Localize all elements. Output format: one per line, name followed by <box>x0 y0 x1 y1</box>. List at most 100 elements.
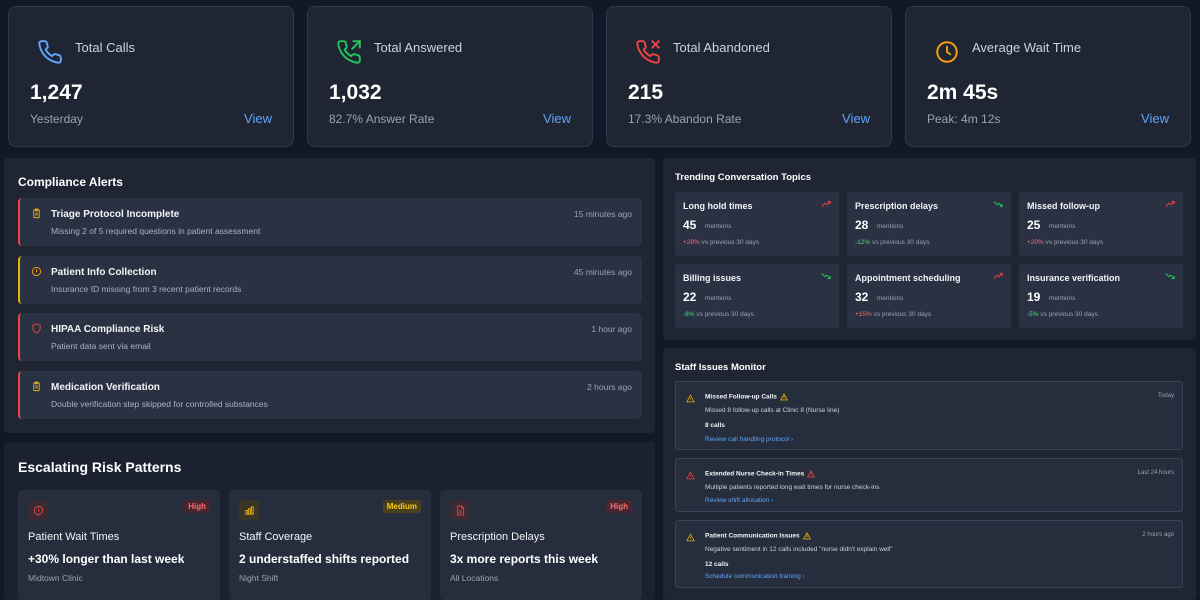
topic-count: 45 <box>683 218 697 232</box>
risk-icon-box <box>28 500 48 520</box>
alert-item[interactable]: HIPAA Compliance Risk Patient data sent … <box>18 313 642 361</box>
topic-card[interactable]: Long hold times 45 mentions +28% vs prev… <box>675 192 839 256</box>
severity-badge: High <box>184 500 210 513</box>
risk-headline: +30% longer than last week <box>28 552 185 566</box>
warning-icon <box>807 470 816 478</box>
topic-card[interactable]: Insurance verification 19 mentions -5% v… <box>1019 264 1183 328</box>
staff-issue-item[interactable]: Patient Communication Issues 2 hours ago… <box>675 520 1183 588</box>
kpi-subtext: 82.7% Answer Rate <box>329 112 435 126</box>
staff-issue-item[interactable]: Missed Follow-up Calls Today Missed 8 fo… <box>675 381 1183 450</box>
topic-name: Insurance verification <box>1027 273 1121 283</box>
risk-location: Midtown Clinic <box>28 573 83 583</box>
risk-icon-box <box>450 500 470 520</box>
alert-item[interactable]: Patient Info Collection Insurance ID mis… <box>18 256 642 304</box>
kpi-value: 1,032 <box>329 81 382 104</box>
topic-name: Billing issues <box>683 273 742 283</box>
topic-name: Long hold times <box>683 201 753 211</box>
clock-icon <box>33 505 43 515</box>
phone-icon <box>38 40 62 64</box>
topic-count: 19 <box>1027 290 1041 304</box>
issue-time: Last 24 hours <box>1137 470 1174 476</box>
clipboard-icon <box>33 208 40 219</box>
vs-label: vs previous 30 days <box>1040 311 1098 318</box>
kpi-subtext: Peak: 4m 12s <box>927 112 1001 126</box>
issue-description: Multiple patients reported long wait tim… <box>705 484 880 491</box>
topic-name: Appointment scheduling <box>855 273 961 283</box>
chevron-right-icon: › <box>791 436 794 443</box>
topic-card[interactable]: Billing issues 22 mentions -8% vs previo… <box>675 264 839 328</box>
warning-icon <box>686 394 695 403</box>
bar-chart-icon <box>244 505 254 515</box>
issue-action-link[interactable]: Review shift allocation › <box>705 497 773 504</box>
alert-item[interactable]: Triage Protocol Incomplete Missing 2 of … <box>18 198 642 246</box>
issue-count: 8 calls <box>705 422 725 429</box>
issue-action-text: Review call handling protocol <box>705 436 790 443</box>
severity-badge: High <box>606 500 632 513</box>
clipboard-icon <box>33 381 40 392</box>
risk-title: Patient Wait Times <box>28 531 120 543</box>
document-icon <box>456 504 464 516</box>
issue-title-text: Missed Follow-up Calls <box>705 393 777 401</box>
risk-card[interactable]: High Prescription Delays 3x more reports… <box>440 490 642 600</box>
issue-title-text: Patient Communication Issues <box>705 532 800 540</box>
trend-down-icon <box>1165 273 1175 279</box>
issue-description: Negative sentiment in 12 calls included … <box>705 546 893 553</box>
change-percent: -12% <box>855 239 871 246</box>
view-link[interactable]: View <box>543 111 571 126</box>
alert-description: Double verification step skipped for con… <box>51 399 268 409</box>
topic-count: 32 <box>855 290 869 304</box>
compliance-alerts-panel: Compliance Alerts Triage Protocol Incomp… <box>4 158 655 433</box>
issue-action-link[interactable]: Review call handling protocol › <box>705 436 793 443</box>
vs-label: vs previous 30 days <box>696 311 754 318</box>
issue-action-text: Review shift allocation <box>705 497 770 504</box>
warning-icon <box>686 471 695 480</box>
kpi-title: Total Abandoned <box>673 40 770 55</box>
kpi-card-total-abandoned: Total Abandoned 215 17.3% Abandon Rate V… <box>606 6 892 147</box>
staff-issues-panel: Staff Issues Monitor Missed Follow-up Ca… <box>663 348 1196 600</box>
view-link[interactable]: View <box>1141 111 1169 126</box>
issue-description: Missed 8 follow-up calls at Clinic 8 (Nu… <box>705 407 840 414</box>
mentions-label: mentions <box>1049 223 1076 230</box>
change-percent: -8% <box>683 311 695 318</box>
phone-answered-icon <box>337 40 361 64</box>
topic-count: 28 <box>855 218 869 232</box>
topic-change: +20% vs previous 30 days <box>1027 239 1103 246</box>
issue-title: Patient Communication Issues <box>705 532 811 540</box>
topic-card[interactable]: Appointment scheduling 32 mentions +15% … <box>847 264 1011 328</box>
staff-issue-item[interactable]: Extended Nurse Check-in Times Last 24 ho… <box>675 458 1183 512</box>
risk-card[interactable]: Medium Staff Coverage 2 understaffed shi… <box>229 490 431 600</box>
alert-time: 45 minutes ago <box>573 267 632 277</box>
view-link[interactable]: View <box>244 111 272 126</box>
risk-card[interactable]: High Patient Wait Times +30% longer than… <box>18 490 220 600</box>
vs-label: vs previous 30 days <box>873 311 932 318</box>
issue-title: Extended Nurse Check-in Times <box>705 470 816 478</box>
view-link[interactable]: View <box>842 111 870 126</box>
topic-card[interactable]: Missed follow-up 25 mentions +20% vs pre… <box>1019 192 1183 256</box>
risk-location: All Locations <box>450 573 499 583</box>
risk-title: Staff Coverage <box>239 531 313 543</box>
mentions-label: mentions <box>705 295 732 302</box>
alert-description: Insurance ID missing from 3 recent patie… <box>51 284 242 294</box>
trend-up-icon <box>993 273 1003 279</box>
change-percent: +28% <box>683 239 700 246</box>
issue-time: 2 hours ago <box>1142 532 1174 538</box>
risk-headline: 2 understaffed shifts reported <box>239 552 410 566</box>
topic-change: -5% vs previous 30 days <box>1027 311 1098 318</box>
topic-card[interactable]: Prescription delays 28 mentions -12% vs … <box>847 192 1011 256</box>
alert-time: 1 hour ago <box>591 324 632 334</box>
alert-time: 15 minutes ago <box>573 209 632 219</box>
issue-action-link[interactable]: Schedule communication training › <box>705 573 805 580</box>
alert-item[interactable]: Medication Verification Double verificat… <box>18 371 642 419</box>
vs-label: vs previous 30 days <box>1045 239 1104 246</box>
alert-title: HIPAA Compliance Risk <box>51 324 165 335</box>
warning-icon <box>686 533 695 542</box>
issue-action-text: Schedule communication training <box>705 573 801 580</box>
chevron-right-icon: › <box>771 497 774 504</box>
alert-title: Medication Verification <box>51 382 160 393</box>
severity-badge: Medium <box>382 500 421 513</box>
mentions-label: mentions <box>877 295 904 302</box>
risk-title: Prescription Delays <box>450 531 545 543</box>
clock-icon <box>936 41 958 63</box>
vs-label: vs previous 30 days <box>872 239 930 246</box>
kpi-card-total-answered: Total Answered 1,032 82.7% Answer Rate V… <box>307 6 593 147</box>
